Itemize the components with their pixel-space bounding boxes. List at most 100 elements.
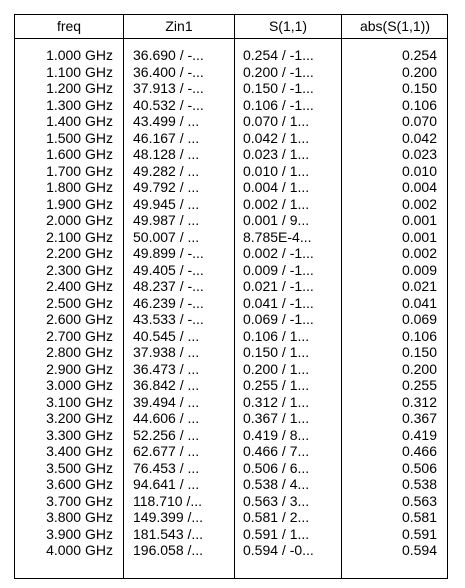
table-row: 1.100 GHz 36.400 / -... 0.200 / -1... 0.200 [15, 64, 447, 81]
cell-freq: 3.800 GHz [46, 509, 113, 525]
header-abs-s11[interactable]: abs(S(1,1)) [359, 18, 431, 34]
header-s11[interactable]: S(1,1) [268, 18, 308, 34]
cell-s11: 0.594 / -0... [243, 542, 314, 558]
table-row: 1.300 GHz 40.532 / -... 0.106 / -1... 0.106 [15, 97, 447, 114]
table-row: 2.400 GHz 48.237 / -... 0.021 / -1... 0.021 [15, 278, 447, 295]
table-row: 3.600 GHz 94.641 / ... 0.538 / 4... 0.538 [15, 476, 447, 493]
table-row: 3.400 GHz 62.677 / ... 0.466 / 7... 0.466 [15, 443, 447, 460]
cell-abs-s11: 0.367 [401, 410, 437, 426]
cell-abs-s11: 0.002 [401, 195, 437, 212]
cell-freq: 2.600 GHz [46, 311, 113, 327]
table-row: 3.500 GHz 76.453 / ... 0.506 / 6... 0.506 [15, 460, 447, 477]
cell-abs-s11: 0.010 [401, 162, 437, 179]
cell-s11: 0.200 / -1... [243, 63, 314, 80]
cell-freq: 1.600 GHz [46, 146, 113, 162]
cell-freq: 1.700 GHz [46, 162, 113, 179]
cell-abs-s11: 0.254 [401, 47, 437, 63]
cell-zin1: 49.282 / ... [133, 162, 200, 179]
table-row: 2.200 GHz 49.899 / -... 0.002 / -1... 0.002 [15, 245, 447, 262]
column-divider [341, 15, 342, 578]
cell-zin1: 49.792 / ... [133, 179, 200, 195]
cell-freq: 2.900 GHz [46, 360, 113, 377]
table-row: 3.200 GHz 44.606 / ... 0.367 / 1... 0.367 [15, 410, 447, 427]
cell-zin1: 49.405 / -... [133, 261, 204, 278]
cell-freq: 2.300 GHz [46, 261, 113, 278]
header-freq[interactable]: freq [56, 18, 82, 34]
cell-zin1: 62.677 / ... [133, 443, 200, 459]
column-divider [234, 15, 235, 578]
cell-abs-s11: 0.041 [401, 294, 437, 311]
cell-s11: 0.002 / 1... [243, 195, 310, 212]
cell-s11: 0.538 / 4... [243, 476, 310, 492]
header-zin1[interactable]: Zin1 [165, 18, 193, 34]
cell-zin1: 76.453 / ... [133, 459, 200, 476]
cell-abs-s11: 0.070 [401, 113, 437, 129]
cell-s11: 0.150 / -1... [243, 80, 314, 96]
cell-abs-s11: 0.594 [401, 542, 437, 558]
cell-abs-s11: 0.563 [401, 492, 437, 509]
table-row: 3.300 GHz 52.256 / ... 0.419 / 8... 0.419 [15, 427, 447, 444]
table-row: 2.900 GHz 36.473 / ... 0.200 / 1... 0.200 [15, 361, 447, 378]
cell-s11: 0.200 / 1... [243, 360, 310, 377]
cell-abs-s11: 0.255 [401, 377, 437, 393]
cell-s11: 0.563 / 3... [243, 492, 310, 509]
cell-freq: 2.700 GHz [46, 327, 113, 344]
cell-s11: 0.106 / -1... [243, 96, 314, 113]
table-row: 1.200 GHz 37.913 / -... 0.150 / -1... 0.150 [15, 80, 447, 97]
cell-s11: 0.004 / 1... [243, 179, 310, 195]
cell-zin1: 181.543 /... [133, 525, 204, 542]
cell-abs-s11: 0.312 [401, 393, 437, 410]
cell-zin1: 49.945 / ... [133, 195, 200, 212]
cell-zin1: 50.007 / ... [133, 228, 200, 245]
cell-zin1: 49.899 / -... [133, 245, 204, 261]
cell-abs-s11: 0.200 [401, 63, 437, 80]
cell-zin1: 149.399 /... [133, 509, 204, 525]
cell-s11: 0.021 / -1... [243, 278, 314, 294]
cell-s11: 0.255 / 1... [243, 377, 310, 393]
cell-abs-s11: 0.001 [401, 228, 437, 245]
cell-zin1: 37.913 / -... [133, 80, 204, 96]
cell-zin1: 40.532 / -... [133, 96, 204, 113]
cell-s11: 0.023 / 1... [243, 146, 310, 162]
table-row: 1.600 GHz 48.128 / ... 0.023 / 1... 0.023 [15, 146, 447, 163]
cell-abs-s11: 0.591 [401, 525, 437, 542]
cell-zin1: 52.256 / ... [133, 426, 200, 443]
table-row: 2.800 GHz 37.938 / ... 0.150 / 1... 0.150 [15, 344, 447, 361]
cell-s11: 0.419 / 8... [243, 426, 310, 443]
cell-s11: 0.591 / 1... [243, 525, 310, 542]
cell-s11: 0.001 / 9... [243, 212, 310, 228]
cell-abs-s11: 0.004 [401, 179, 437, 195]
cell-freq: 1.900 GHz [46, 195, 113, 212]
cell-abs-s11: 0.021 [401, 278, 437, 294]
table-row: 2.300 GHz 49.405 / -... 0.009 / -1... 0.009 [15, 262, 447, 279]
cell-freq: 3.300 GHz [46, 426, 113, 443]
cell-zin1: 36.400 / -... [133, 63, 204, 80]
cell-freq: 3.400 GHz [46, 443, 113, 459]
cell-abs-s11: 0.150 [401, 344, 437, 360]
cell-freq: 1.200 GHz [46, 80, 113, 96]
cell-abs-s11: 0.419 [401, 426, 437, 443]
cell-abs-s11: 0.002 [401, 245, 437, 261]
table-row: 3.700 GHz 118.710 /... 0.563 / 3... 0.563 [15, 493, 447, 510]
cell-s11: 0.254 / -1... [243, 47, 314, 63]
cell-zin1: 37.938 / ... [133, 344, 200, 360]
cell-zin1: 48.237 / -... [133, 278, 204, 294]
cell-s11: 0.069 / -1... [243, 311, 314, 327]
cell-zin1: 118.710 /... [133, 492, 203, 509]
table-row: 2.000 GHz 49.987 / ... 0.001 / 9... 0.001 [15, 212, 447, 229]
cell-freq: 2.200 GHz [46, 245, 113, 261]
table-row: 3.000 GHz 36.842 / ... 0.255 / 1... 0.255 [15, 377, 447, 394]
cell-abs-s11: 0.200 [401, 360, 437, 377]
table-row: 1.800 GHz 49.792 / ... 0.004 / 1... 0.004 [15, 179, 447, 196]
cell-freq: 3.000 GHz [46, 377, 113, 393]
cell-abs-s11: 0.106 [401, 96, 437, 113]
cell-freq: 1.800 GHz [46, 179, 113, 195]
cell-freq: 1.500 GHz [46, 129, 113, 146]
cell-s11: 0.312 / 1... [243, 393, 310, 410]
cell-s11: 0.009 / -1... [243, 261, 314, 278]
cell-freq: 3.900 GHz [46, 525, 113, 542]
cell-abs-s11: 0.069 [401, 311, 437, 327]
cell-abs-s11: 0.538 [401, 476, 437, 492]
table-row: 1.500 GHz 46.167 / ... 0.042 / 1... 0.042 [15, 130, 447, 147]
cell-s11: 8.785E-4... [243, 228, 312, 245]
